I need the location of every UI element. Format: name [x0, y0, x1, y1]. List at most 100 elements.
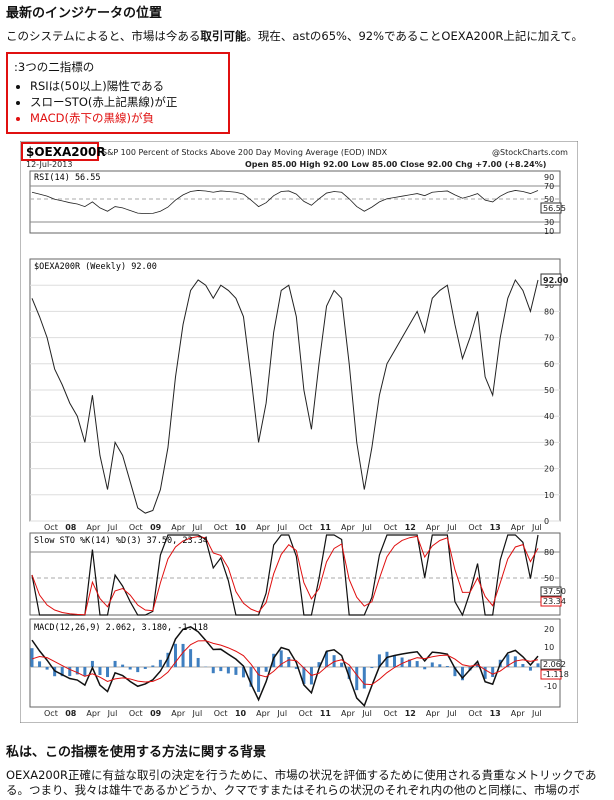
chart-symbol: $OEXA200R [26, 145, 106, 159]
main-y-tick: 40 [544, 412, 554, 421]
macd-histogram-bar [113, 660, 117, 667]
macd-histogram-bar [60, 667, 64, 677]
macd-histogram-bar [362, 667, 366, 689]
macd-histogram-bar [294, 667, 298, 669]
indicator-macd: MACD(赤下の黒線)が負 [30, 110, 177, 126]
x-axis-tick: Apr [256, 709, 271, 718]
rsi-tick: 30 [544, 218, 554, 227]
macd-histogram-bar [513, 656, 517, 667]
x-axis-tick: 12 [405, 523, 416, 532]
macd-histogram-bar [317, 662, 321, 667]
macd-histogram-bar [340, 662, 344, 667]
section-heading: 私は、この指標を使用する方法に関する背景 [6, 745, 267, 760]
macd-histogram-bar [226, 667, 230, 674]
chart-date: 12-Jul-2013 [26, 160, 72, 169]
macd-histogram-bar [370, 667, 374, 669]
x-axis-tick: Oct [468, 709, 482, 718]
x-axis-tick: Apr [341, 709, 356, 718]
sto-d-value: 23.34 [543, 597, 566, 606]
x-axis-tick: Jul [446, 523, 457, 532]
x-axis-tick: Oct [383, 523, 397, 532]
x-axis-tick: Oct [129, 523, 143, 532]
x-axis-tick: Jul [107, 523, 118, 532]
page-heading: 最新のインジケータの位置 [6, 6, 163, 21]
macd-histogram-bar [83, 667, 87, 676]
x-axis-tick: 12 [405, 709, 416, 718]
macd-line [31, 626, 539, 708]
x-axis-tick: Jul [276, 709, 287, 718]
x-axis-tick: Jul [276, 523, 287, 532]
x-axis-tick: Oct [214, 523, 228, 532]
sto-panel: Slow STO %K(14) %D(3) 37.50, 23.34 80 50… [29, 532, 566, 617]
main-y-tick: 80 [544, 307, 554, 316]
macd-histogram-bar [196, 657, 200, 667]
x-axis-tick: Jul [107, 709, 118, 718]
macd-histogram-bar [355, 667, 359, 691]
macd-histogram-bar [445, 666, 449, 667]
rsi-tick: 70 [544, 182, 554, 191]
x-axis-tick: Jul [192, 523, 203, 532]
macd-v1: 2.062 [543, 660, 566, 669]
macd-v3: -1.118 [543, 670, 569, 679]
x-axis-tick: Oct [214, 709, 228, 718]
macd-label: MACD(12,26,9) 2.062, 3.180, -1.118 [34, 623, 208, 633]
macd-histogram-bar [166, 652, 170, 667]
x-axis-tick: 11 [320, 709, 332, 718]
x-axis-tick: Jul [192, 709, 203, 718]
macd-histogram-bar [393, 654, 397, 667]
main-y-tick: 0 [544, 517, 549, 526]
main-y-tick: 60 [544, 360, 554, 369]
indicator-rsi: RSIは(50以上)陽性である [30, 78, 177, 94]
x-axis-tick: 10 [235, 709, 247, 718]
x-axis-tick: Oct [44, 523, 58, 532]
macd-histogram-bar [536, 663, 540, 667]
macd-tick-10: 10 [544, 643, 554, 652]
main-value: 92.00 [543, 276, 569, 285]
macd-histogram-bar [249, 667, 253, 687]
x-axis-tick: Oct [44, 709, 58, 718]
x-axis-tick: Jul [361, 709, 372, 718]
x-axis-tick: Apr [171, 523, 186, 532]
macd-histogram-bar [257, 667, 261, 692]
macd-histogram-bar [400, 657, 404, 667]
x-axis-tick: Oct [299, 709, 313, 718]
main-y-tick: 90 [544, 281, 554, 290]
macd-histogram-bar [438, 664, 442, 667]
macd-histogram-bar [264, 667, 268, 672]
x-axis-tick: Apr [426, 523, 441, 532]
macd-histogram-bar [143, 667, 147, 669]
macd-histogram-bar [219, 667, 223, 672]
macd-histogram-bar [98, 667, 102, 676]
macd-histogram-bar [483, 667, 487, 679]
x-axis-tick: Oct [129, 709, 143, 718]
sto-k-value: 37.50 [543, 587, 566, 596]
box-title: :3つの二指標の [14, 60, 95, 74]
rsi-tick: 50 [544, 195, 554, 204]
chart-quote: Open 85.00 High 92.00 Low 85.00 Close 92… [245, 160, 546, 169]
macd-histogram-bar [90, 660, 94, 667]
indicator-summary-box: :3つの二指標の RSIは(50以上)陽性である スローSTO(赤上記黒線)が正… [6, 52, 230, 134]
sto-tick-50: 50 [544, 574, 554, 583]
macd-histogram-bar [377, 654, 381, 667]
x-axis-tick: Oct [468, 523, 482, 532]
x-axis-tick: 08 [65, 709, 77, 718]
x-axis-tick: 10 [235, 523, 247, 532]
x-axis-tick: Oct [383, 709, 397, 718]
body-paragraph: OEXA200R正確に有益な取引の決定を行うために、市場の状況を評価するために使… [6, 768, 597, 797]
macd-histogram-bar [68, 667, 72, 677]
stock-chart: $OEXA200R S&P 100 Percent of Stocks Abov… [20, 141, 578, 723]
x-axis-tick: Apr [256, 523, 271, 532]
macd-histogram-bar [158, 659, 162, 667]
macd-histogram-bar [491, 667, 495, 678]
macd-histogram-bar [430, 662, 434, 667]
macd-histogram-bar [128, 667, 132, 670]
macd-histogram-bar [234, 667, 238, 675]
x-axis-tick: 11 [320, 523, 332, 532]
macd-histogram-bar [506, 654, 510, 667]
main-y-tick: 30 [544, 438, 554, 447]
x-axis-tick: Jul [361, 523, 372, 532]
macd-histogram-bar [189, 649, 193, 667]
macd-histogram-bar [287, 657, 291, 667]
rsi-tick: 90 [544, 173, 554, 182]
macd-histogram-bar [106, 667, 110, 678]
